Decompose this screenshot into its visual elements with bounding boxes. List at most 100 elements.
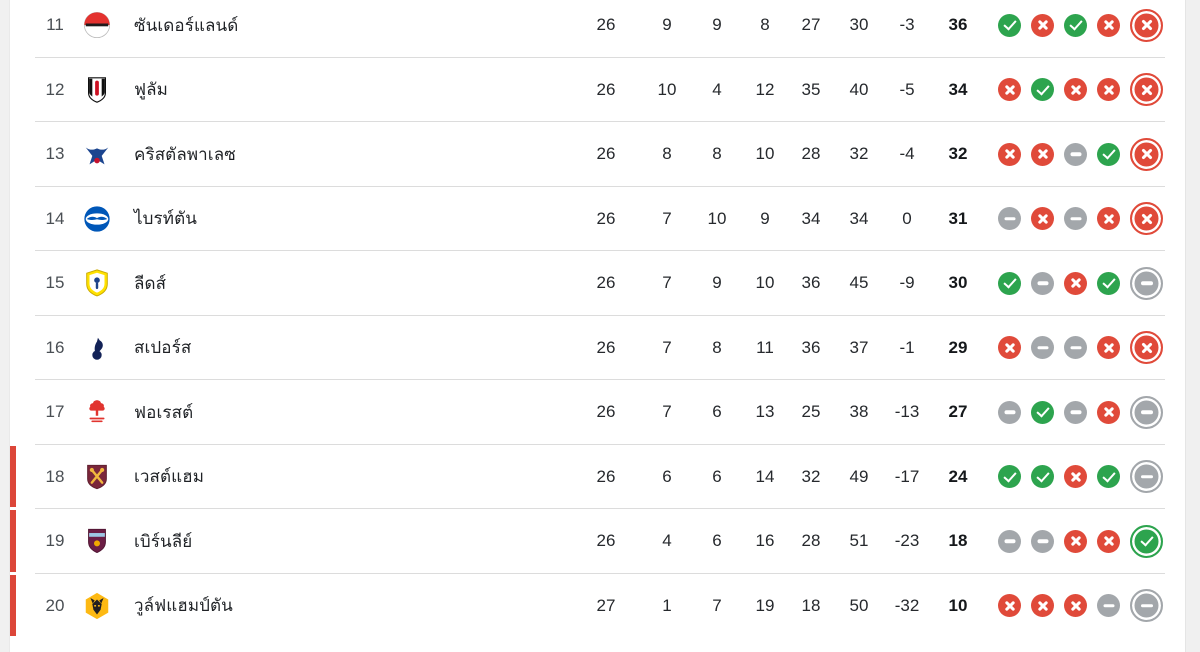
form-loss-icon[interactable]: [1097, 336, 1120, 360]
stat-goal-diff: -1: [899, 337, 915, 357]
form-win-icon[interactable]: [1031, 465, 1054, 489]
stat-won: 10: [657, 79, 677, 99]
form-loss-icon[interactable]: [998, 594, 1021, 618]
form-win-icon[interactable]: [998, 271, 1021, 295]
stat-won: 7: [662, 402, 672, 422]
stat-goals-against: 32: [849, 144, 869, 164]
form-draw-icon-latest[interactable]: [1130, 460, 1163, 494]
form-loss-icon[interactable]: [1031, 13, 1054, 37]
form-draw-icon[interactable]: [1064, 400, 1087, 424]
form-loss-icon[interactable]: [1064, 465, 1087, 489]
position-label: 17: [45, 402, 65, 422]
form-loss-icon-latest[interactable]: [1130, 137, 1163, 171]
form-loss-icon[interactable]: [1064, 78, 1087, 102]
stat-played: 26: [596, 531, 616, 551]
form-icons: [998, 122, 1163, 187]
form-win-icon[interactable]: [1031, 78, 1054, 102]
form-loss-icon[interactable]: [998, 78, 1021, 102]
table-row[interactable]: 13 คริสตัลพาเลซ 26 8 8 10 28 32 -4 32: [10, 122, 1185, 187]
stat-won: 7: [662, 337, 672, 357]
form-loss-icon[interactable]: [998, 336, 1021, 360]
stat-played: 26: [596, 402, 616, 422]
form-loss-icon[interactable]: [1064, 271, 1087, 295]
table-row[interactable]: 11 ซันเดอร์แลนด์ 26 9 9 8 27 30 -3 36: [10, 0, 1185, 58]
form-loss-icon[interactable]: [1097, 400, 1120, 424]
form-loss-icon[interactable]: [1097, 13, 1120, 37]
form-draw-icon[interactable]: [998, 207, 1021, 231]
standings-table: 11 ซันเดอร์แลนด์ 26 9 9 8 27 30 -3 36 12 ฟูลัม 26 10 4…: [9, 0, 1186, 652]
stat-won: 9: [662, 15, 672, 35]
position-label: 14: [45, 208, 65, 228]
table-row[interactable]: 18 เวสต์แฮม 26 6 6 14 32 49 -17 24: [10, 445, 1185, 510]
stat-won: 7: [662, 208, 672, 228]
form-draw-icon[interactable]: [1031, 529, 1054, 553]
form-draw-icon-latest[interactable]: [1130, 266, 1163, 300]
stat-goals-for: 28: [801, 144, 821, 164]
form-draw-icon-latest[interactable]: [1130, 395, 1163, 429]
stat-goals-for: 35: [801, 79, 821, 99]
table-row[interactable]: 12 ฟูลัม 26 10 4 12 35 40 -5 34: [10, 58, 1185, 123]
stat-played: 26: [596, 466, 616, 486]
position-label: 16: [45, 337, 65, 357]
stat-played: 26: [596, 15, 616, 35]
stat-lost: 13: [755, 402, 775, 422]
form-draw-icon[interactable]: [1031, 271, 1054, 295]
stat-won: 8: [662, 144, 672, 164]
form-loss-icon[interactable]: [1097, 207, 1120, 231]
table-row[interactable]: 20 วูล์ฟแฮมป์ตัน 27 1 7 19 18 50 -32 10: [10, 574, 1185, 639]
stat-goals-against: 49: [849, 466, 869, 486]
stat-goals-against: 51: [849, 531, 869, 551]
table-row[interactable]: 16 สเปอร์ส 26 7 8 11 36 37 -1 29: [10, 316, 1185, 381]
form-draw-icon[interactable]: [1031, 336, 1054, 360]
form-draw-icon[interactable]: [1097, 594, 1120, 618]
stat-played: 26: [596, 208, 616, 228]
form-loss-icon-latest[interactable]: [1130, 331, 1163, 365]
form-win-icon[interactable]: [1064, 13, 1087, 37]
form-loss-icon[interactable]: [1031, 142, 1054, 166]
form-win-icon-latest[interactable]: [1130, 524, 1163, 558]
form-loss-icon[interactable]: [1031, 594, 1054, 618]
form-loss-icon-latest[interactable]: [1130, 73, 1163, 107]
form-win-icon[interactable]: [1097, 271, 1120, 295]
form-win-icon[interactable]: [1097, 465, 1120, 489]
form-draw-icon[interactable]: [998, 400, 1021, 424]
stat-lost: 16: [755, 531, 775, 551]
stat-drawn: 6: [712, 466, 722, 486]
form-loss-icon[interactable]: [1064, 594, 1087, 618]
stat-lost: 14: [755, 466, 775, 486]
form-loss-icon[interactable]: [998, 142, 1021, 166]
form-draw-icon[interactable]: [1064, 336, 1087, 360]
form-draw-icon[interactable]: [1064, 207, 1087, 231]
stat-lost: 8: [760, 15, 770, 35]
form-loss-icon[interactable]: [1031, 207, 1054, 231]
stat-lost: 9: [760, 208, 770, 228]
form-win-icon[interactable]: [1031, 400, 1054, 424]
form-icons: [998, 509, 1163, 574]
form-draw-icon[interactable]: [998, 529, 1021, 553]
form-loss-icon-latest[interactable]: [1130, 202, 1163, 236]
form-draw-icon-latest[interactable]: [1130, 589, 1163, 623]
form-icons: [998, 58, 1163, 123]
stat-goals-against: 38: [849, 402, 869, 422]
form-loss-icon-latest[interactable]: [1130, 8, 1163, 42]
form-loss-icon[interactable]: [1064, 529, 1087, 553]
position-label: 12: [45, 79, 65, 99]
stat-goal-diff: -3: [899, 15, 915, 35]
form-icons: [998, 445, 1163, 510]
table-row[interactable]: 17 ฟอเรสต์ 26 7 6 13 25 38 -13 27: [10, 380, 1185, 445]
table-row[interactable]: 19 เบิร์นลีย์ 26 4 6 16 28 51 -23 18: [10, 509, 1185, 574]
club-crest-icon: [82, 10, 112, 40]
position-label: 11: [46, 15, 64, 35]
form-win-icon[interactable]: [998, 465, 1021, 489]
club-crest-icon: [82, 333, 112, 363]
club-name: ซันเดอร์แลนด์: [134, 15, 239, 35]
form-loss-icon[interactable]: [1097, 78, 1120, 102]
stat-lost: 10: [755, 273, 775, 293]
form-win-icon[interactable]: [998, 13, 1021, 37]
table-row[interactable]: 15 ลีดส์ 26 7 9 10 36 45 -9 30: [10, 251, 1185, 316]
table-row[interactable]: 14 ไบรท์ตัน 26 7 10 9 34 34 0 31: [10, 187, 1185, 252]
form-draw-icon[interactable]: [1064, 142, 1087, 166]
form-loss-icon[interactable]: [1097, 529, 1120, 553]
form-win-icon[interactable]: [1097, 142, 1120, 166]
stat-played: 26: [596, 79, 616, 99]
